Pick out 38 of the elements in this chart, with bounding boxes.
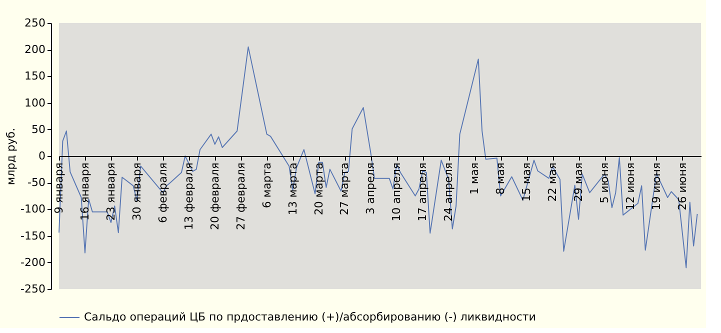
x-tick-label: 23 января [104,162,118,221]
x-tick-label: 3 апреля [364,162,378,214]
x-tick-label: 30 января [130,162,144,221]
x-tick-label: 24 апреля [442,162,456,222]
x-tick-label: 17 апреля [416,162,430,222]
x-tick-label: 9 января [52,162,66,214]
x-tick-label: 29 мая [572,162,586,202]
x-tick-label: 8 мая [494,162,508,195]
x-tick-label: 15 мая [520,162,534,202]
y-tick-label: -200 [20,256,46,269]
y-tick-label: 250 [24,16,46,30]
x-tick-label: 6 февраля [156,162,170,224]
y-tick-label: -100 [20,202,46,216]
x-tick-label: 1 мая [468,162,482,195]
legend-label: Сальдо операций ЦБ по прдоставлению (+)/абсорбированию (-) ликвидности [84,310,536,324]
x-tick-label: 20 марта [312,162,326,216]
x-tick-label: 20 февраля [208,162,222,230]
x-tick-label: 13 февраля [182,162,196,230]
y-tick-label: 150 [24,70,46,83]
x-tick-label: 19 июня [650,162,663,210]
y-tick-label: 0 [38,150,46,162]
y-tick-label: 100 [24,96,46,110]
x-tick-label: 5 июня [598,162,612,204]
x-tick-label: 12 июня [624,162,637,210]
x-tick-label: 27 марта [338,162,352,216]
x-tick-label: 6 марта [260,162,274,208]
x-tick-label: 22 мая [546,162,560,202]
x-tick-label: 10 апреля [390,162,404,222]
y-tick-label: -250 [20,282,46,296]
x-tick-label: 16 января [78,162,92,221]
x-tick-label: 13 марта [286,162,300,216]
y-tick-label: 200 [24,43,46,56]
y-axis-title: млрд руб. [4,128,18,186]
x-tick-label: 27 февраля [234,162,248,230]
y-tick-label: -150 [20,229,46,242]
y-tick-label: -50 [28,176,46,190]
x-tick-label: 26 июня [676,162,689,210]
y-tick-label: 50 [32,122,46,136]
